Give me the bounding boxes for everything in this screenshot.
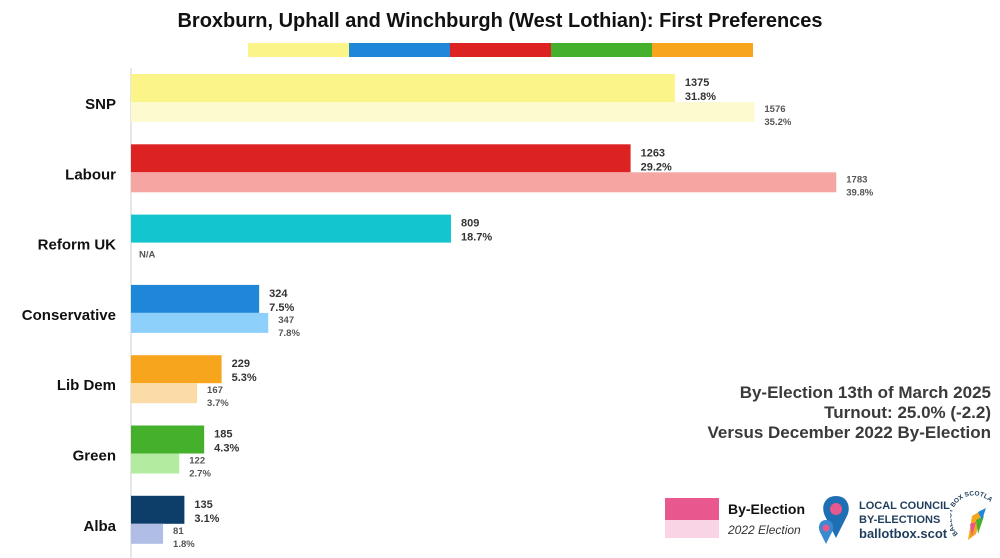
category-label: Lib Dem bbox=[57, 377, 116, 394]
bar-2022 bbox=[131, 102, 755, 122]
bar-by-election bbox=[131, 425, 205, 454]
ballot-box-scotland-seal-icon: BALLOT BOX SCOTLAND bbox=[950, 490, 994, 540]
category-label: Labour bbox=[65, 166, 116, 183]
bar-2022 bbox=[131, 523, 164, 544]
brand-text: LOCAL COUNCIL BY-ELECTIONS ballotbox.sco… bbox=[859, 499, 950, 541]
bar-value-label: 185 bbox=[214, 429, 232, 441]
turnout-note: Turnout: 25.0% (-2.2) bbox=[824, 403, 991, 422]
bar-2022 bbox=[131, 453, 180, 474]
bar-2022 bbox=[131, 383, 198, 404]
bar-2022 bbox=[131, 172, 837, 193]
legend-swatch-2022 bbox=[665, 520, 719, 538]
bar-by-election bbox=[131, 495, 185, 524]
category-label: Green bbox=[73, 448, 116, 465]
bar-value-label: 135 bbox=[194, 499, 212, 511]
brand-url: ballotbox.scot bbox=[859, 526, 948, 541]
bar-2022-value-label: 81 bbox=[173, 526, 184, 537]
stripe-segment bbox=[551, 43, 652, 57]
bar-2022-percent-label: 39.8% bbox=[846, 187, 873, 198]
bar-2022-value-label: 167 bbox=[207, 385, 223, 396]
bar-2022-percent-label: 2.7% bbox=[189, 469, 211, 480]
bar-percent-label: 18.7% bbox=[461, 232, 492, 244]
legend-label-by-election: By-Election bbox=[728, 501, 806, 517]
bar-by-election bbox=[131, 74, 675, 102]
bar-2022-percent-label: 1.8% bbox=[173, 539, 195, 550]
bar-value-label: 1263 bbox=[641, 147, 665, 159]
bar-percent-label: 7.5% bbox=[269, 302, 294, 314]
brand-line-2: BY-ELECTIONS bbox=[859, 514, 941, 526]
bar-by-election bbox=[131, 214, 452, 243]
bar-by-election bbox=[131, 355, 222, 384]
chart-title: Broxburn, Uphall and Winchburgh (West Lo… bbox=[177, 10, 823, 32]
bar-2022-value-label: 122 bbox=[189, 456, 205, 467]
bar-2022-percent-label: 35.2% bbox=[764, 117, 791, 128]
bar-value-label: 809 bbox=[461, 218, 479, 230]
bar-2022 bbox=[131, 312, 269, 333]
bar-percent-label: 4.3% bbox=[214, 443, 239, 455]
stripe-segment bbox=[349, 43, 450, 57]
legend-swatch-by-election bbox=[665, 498, 719, 520]
bar-percent-label: 31.8% bbox=[685, 91, 716, 103]
legend-label-2022: 2022 Election bbox=[728, 523, 801, 537]
bar-value-label: 1375 bbox=[685, 77, 709, 89]
election-date-note: By-Election 13th of March 2025 bbox=[739, 383, 991, 402]
bar-value-label: 229 bbox=[232, 358, 250, 370]
bar-2022-value-label: 1576 bbox=[764, 104, 785, 115]
bar-percent-label: 3.1% bbox=[194, 513, 219, 525]
bar-2022-percent-label: 3.7% bbox=[207, 398, 229, 409]
bar-by-election bbox=[131, 284, 260, 313]
brand-line-1: LOCAL COUNCIL bbox=[859, 500, 950, 512]
category-label: Reform UK bbox=[38, 237, 117, 254]
comparison-note: Versus December 2022 By-Election bbox=[707, 423, 991, 442]
bar-2022-percent-label: 7.8% bbox=[278, 328, 300, 339]
bar-2022-value-label: 347 bbox=[278, 315, 294, 326]
stripe-segment bbox=[450, 43, 551, 57]
bar-by-election bbox=[131, 144, 631, 173]
bar-percent-label: 5.3% bbox=[232, 372, 257, 384]
bar-value-label: 324 bbox=[269, 288, 288, 300]
stripe-segment bbox=[652, 43, 753, 57]
map-pin-logo-icon bbox=[818, 496, 849, 544]
party-color-stripe bbox=[248, 43, 753, 57]
stripe-segment bbox=[248, 43, 349, 57]
category-label: Alba bbox=[83, 518, 116, 535]
bar-2022-value-label: 1783 bbox=[846, 174, 867, 185]
category-label: SNP bbox=[85, 96, 116, 113]
category-label: Conservative bbox=[22, 307, 116, 324]
bar-percent-label: 29.2% bbox=[641, 161, 672, 173]
bar-2022-na-label: N/A bbox=[139, 250, 156, 261]
